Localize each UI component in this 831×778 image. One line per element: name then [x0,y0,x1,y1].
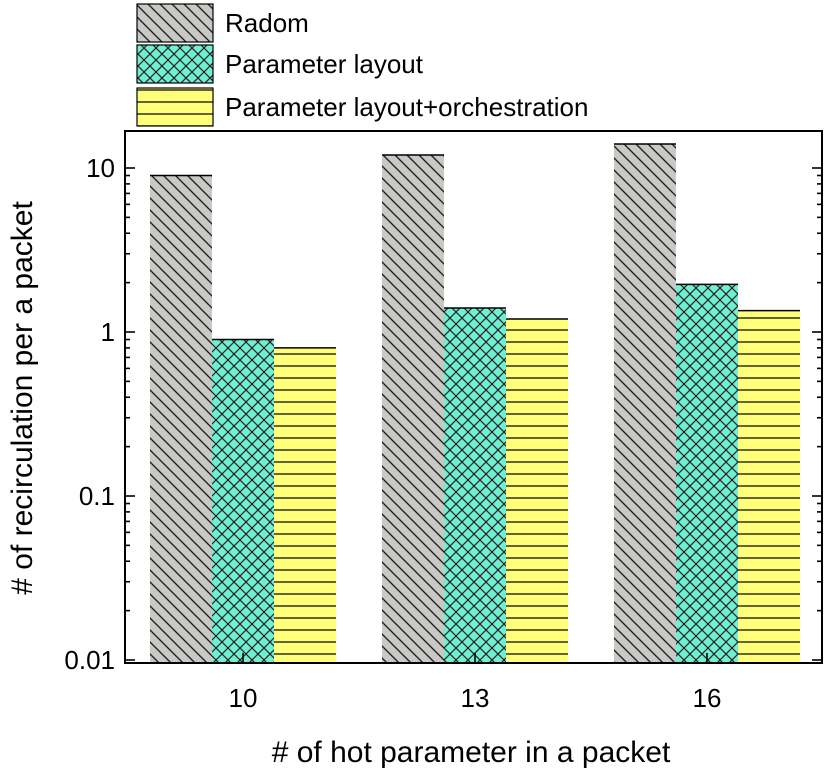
legend-label: Parameter layout [225,49,424,79]
legend: Radom Parameter layout Parameter layout+or… [136,3,588,127]
y-tick-label: 10 [86,153,115,183]
legend-swatch [136,87,214,127]
bar-parameter-layout-orchestration-16 [738,310,800,663]
axes: 0.01 0.1 1 10 10 13 16 [64,130,823,713]
bar-radom-16 [614,144,676,663]
bar-parameter-layout-orchestration-13 [506,319,568,663]
legend-swatch [136,44,214,84]
bar-parameter-layout-16 [676,284,738,663]
legend-label: Parameter layout+orchestration [225,92,588,122]
y-tick-label: 0.1 [79,481,115,511]
bar-parameter-layout-orchestration-10 [274,347,336,663]
bar-radom-10 [150,175,212,664]
bar-parameter-layout-13 [444,308,506,663]
y-axis-title: # of recirculation per a packet [6,201,39,595]
legend-swatch [136,3,214,43]
bar-radom-13 [382,155,444,663]
bar-parameter-layout-10 [212,339,274,663]
bars-group [150,143,800,664]
y-tick-label: 1 [101,317,115,347]
x-axis-title: # of hot parameter in a packet [272,736,671,769]
x-tick-label: 13 [461,683,490,713]
y-tick-label: 0.01 [64,645,115,675]
legend-label: Radom [225,8,309,38]
x-tick-label: 10 [229,683,258,713]
x-tick-label: 16 [693,683,722,713]
